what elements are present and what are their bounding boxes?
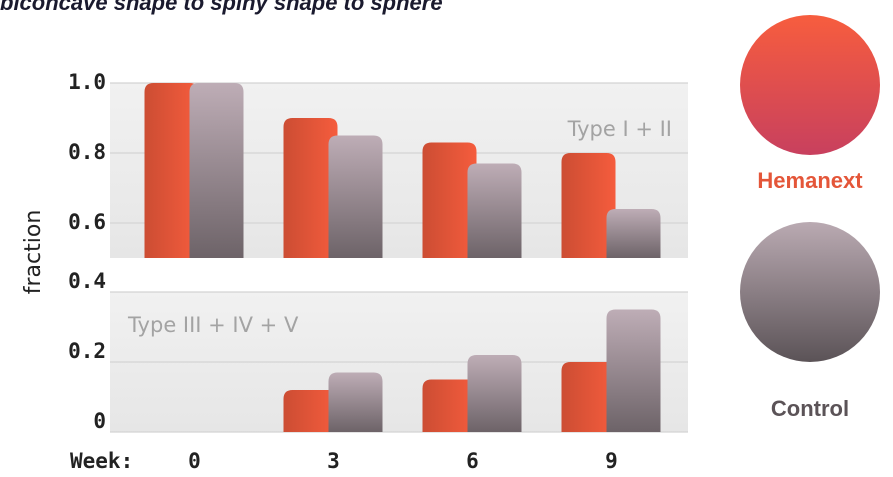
y-tick-label: 0.4 — [68, 269, 106, 293]
bar — [283, 390, 338, 432]
legend-label: Control — [771, 396, 849, 421]
bar — [328, 135, 383, 258]
bar — [606, 309, 661, 432]
bar — [561, 362, 616, 432]
x-axis-label: Week: — [70, 449, 133, 473]
bar — [561, 153, 616, 258]
bar — [144, 83, 199, 258]
x-tick-label: 6 — [466, 449, 479, 473]
x-tick-label: 9 — [605, 449, 618, 473]
chart-title: biconcave shape to spiny shape to sphere — [0, 0, 443, 15]
bar — [467, 163, 522, 258]
panel-annotation: Type I + II — [567, 117, 672, 141]
bar — [283, 118, 338, 258]
legend-label: Hemanext — [757, 168, 863, 193]
legend-swatch — [740, 222, 880, 362]
bar — [422, 379, 477, 432]
bar — [467, 355, 522, 432]
x-tick-label: 3 — [327, 449, 340, 473]
y-tick-label: 1.0 — [68, 70, 106, 94]
y-tick-label: 0.2 — [68, 339, 106, 363]
y-tick-label: 0.6 — [68, 210, 106, 234]
panel-annotation: Type III + IV + V — [127, 313, 299, 337]
y-tick-label: 0 — [93, 409, 106, 433]
legend-swatch — [740, 15, 880, 155]
bar — [189, 83, 244, 258]
bar — [422, 142, 477, 258]
bar — [606, 209, 661, 258]
y-tick-label: 0.8 — [68, 140, 106, 164]
y-axis-label: fraction — [21, 210, 46, 295]
x-tick-label: 0 — [188, 449, 201, 473]
bar — [328, 372, 383, 432]
